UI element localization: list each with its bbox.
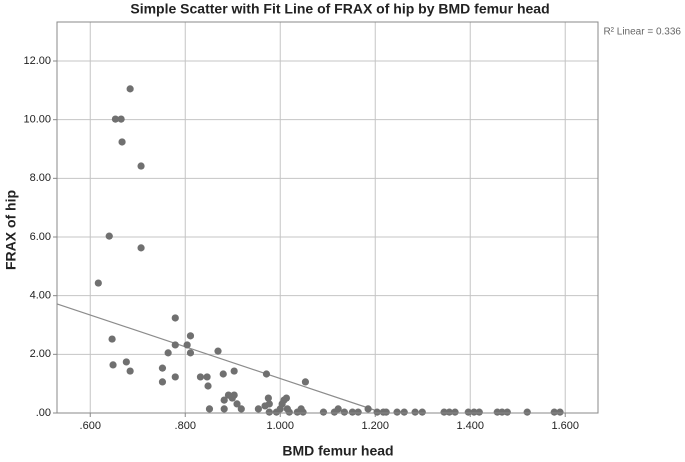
- point: [105, 232, 113, 240]
- point: [382, 408, 390, 416]
- point: [196, 373, 205, 381]
- point: [94, 279, 102, 287]
- point: [220, 396, 228, 404]
- point: [400, 408, 408, 416]
- point: [122, 358, 130, 366]
- point: [373, 408, 381, 416]
- x-tick-label: 1.400: [456, 420, 484, 432]
- point: [418, 408, 426, 416]
- point: [186, 349, 195, 357]
- point: [108, 335, 116, 343]
- y-tick-label: 4.00: [30, 290, 51, 302]
- point: [451, 408, 459, 416]
- point: [118, 138, 126, 146]
- point: [364, 405, 372, 413]
- point: [109, 361, 117, 369]
- point: [348, 408, 357, 416]
- point: [340, 408, 348, 416]
- point: [204, 382, 212, 390]
- point: [171, 314, 179, 322]
- y-tick-label: 8.00: [30, 172, 51, 184]
- y-tick-label: 10.00: [23, 114, 51, 126]
- point: [203, 373, 211, 381]
- point: [219, 370, 227, 378]
- x-axis-label: BMD femur head: [282, 443, 393, 459]
- y-axis-label: FRAX of hip: [3, 190, 19, 270]
- x-tick-label: 1.600: [551, 420, 579, 432]
- point: [354, 408, 362, 416]
- point: [265, 400, 273, 408]
- point: [265, 408, 273, 416]
- point: [126, 367, 134, 375]
- chart-title: Simple Scatter with Fit Line of FRAX of …: [130, 1, 549, 17]
- point: [475, 408, 483, 416]
- point: [205, 405, 214, 413]
- point: [237, 405, 245, 413]
- point: [183, 341, 191, 349]
- point: [186, 332, 195, 340]
- point: [171, 373, 179, 381]
- fit-line: [56, 303, 384, 414]
- point: [111, 115, 120, 123]
- point: [230, 391, 238, 399]
- point: [411, 408, 419, 416]
- point: [262, 370, 271, 378]
- point: [301, 378, 310, 386]
- x-tick-label: 1.000: [266, 420, 294, 432]
- point: [319, 408, 328, 416]
- y-tick-label: 6.00: [30, 231, 51, 243]
- point: [440, 408, 448, 416]
- point: [264, 394, 272, 402]
- point: [137, 244, 145, 252]
- point: [117, 115, 125, 123]
- x-tick-label: .600: [80, 420, 101, 432]
- point: [164, 349, 172, 357]
- point: [158, 378, 167, 386]
- point: [214, 347, 222, 355]
- point: [285, 408, 293, 416]
- point: [137, 162, 145, 170]
- x-tick-label: .800: [175, 420, 196, 432]
- point: [393, 408, 401, 416]
- point: [158, 364, 167, 372]
- point: [523, 408, 531, 416]
- point: [464, 408, 472, 416]
- marks: [56, 85, 564, 416]
- point: [556, 408, 564, 416]
- plot-frame: [56, 21, 599, 414]
- point: [126, 85, 134, 93]
- y-tick-label: 12.00: [23, 55, 51, 67]
- point: [334, 405, 342, 413]
- x-tick-label: 1.200: [361, 420, 389, 432]
- point: [254, 405, 262, 413]
- point: [498, 408, 506, 416]
- y-tick-label: .00: [36, 407, 51, 419]
- point: [282, 394, 291, 402]
- point: [550, 408, 558, 416]
- point: [503, 408, 511, 416]
- fit-annotation: R² Linear = 0.336: [603, 27, 681, 38]
- point: [445, 408, 453, 416]
- y-tick-label: 2.00: [30, 348, 51, 360]
- point: [220, 405, 228, 413]
- point: [233, 400, 241, 408]
- point: [171, 341, 179, 349]
- point: [230, 367, 238, 375]
- point: [299, 408, 307, 416]
- point: [470, 408, 478, 416]
